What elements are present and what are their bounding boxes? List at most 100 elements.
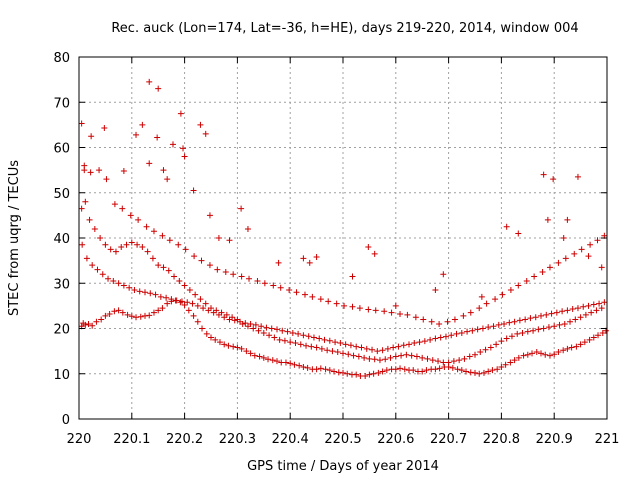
grid-lines <box>79 57 607 419</box>
data-point <box>449 364 456 371</box>
data-point <box>578 246 585 253</box>
data-point <box>325 298 332 305</box>
data-point <box>467 309 474 316</box>
data-point <box>250 325 257 332</box>
data-point <box>258 323 265 330</box>
data-point <box>190 187 197 194</box>
data-point <box>363 345 370 352</box>
data-point <box>271 334 278 341</box>
data-point <box>287 360 294 367</box>
data-point <box>157 293 164 300</box>
data-point <box>166 237 173 244</box>
data-point <box>244 225 251 232</box>
data-point <box>318 345 325 352</box>
data-point <box>451 316 458 323</box>
data-point <box>395 343 402 350</box>
data-point <box>300 255 307 262</box>
data-point <box>191 253 198 260</box>
data-point <box>535 326 542 333</box>
data-point <box>598 305 605 312</box>
data-point <box>548 310 555 317</box>
data-point <box>371 250 378 257</box>
data-point <box>119 309 126 316</box>
data-point <box>131 287 138 294</box>
x-tick-labels: 220 220.1 220.2 220.3 220.4 220.5 220.6 220.7 22… <box>67 432 620 447</box>
data-point <box>404 311 411 318</box>
data-point <box>222 268 229 275</box>
y-tick-label: 50 <box>53 187 70 202</box>
data-point <box>381 308 388 315</box>
data-point <box>305 333 312 340</box>
data-point <box>317 365 324 372</box>
data-point <box>266 332 273 339</box>
x-axis-label: GPS time / Days of year 2014 <box>247 459 439 474</box>
data-point <box>476 305 483 312</box>
data-point <box>128 313 135 320</box>
data-point <box>601 299 608 306</box>
data-point <box>164 176 171 183</box>
data-point <box>263 324 270 331</box>
data-point <box>461 355 468 362</box>
data-point <box>353 371 360 378</box>
data-point <box>115 307 122 314</box>
data-point <box>408 352 415 359</box>
data-point <box>251 352 258 359</box>
data-point <box>539 268 546 275</box>
data-point <box>181 282 188 289</box>
data-point <box>556 321 563 328</box>
data-point <box>255 327 262 334</box>
data-point <box>384 345 391 352</box>
data-point <box>444 318 451 325</box>
data-point <box>247 320 254 327</box>
data-point <box>507 359 514 366</box>
data-point <box>442 333 449 340</box>
data-point <box>388 309 395 316</box>
data-point <box>111 201 118 208</box>
data-point <box>149 255 156 262</box>
data-point <box>511 318 518 325</box>
data-point <box>370 370 377 377</box>
data-point <box>379 347 386 354</box>
data-point <box>256 353 263 360</box>
data-point <box>365 244 372 251</box>
data-point <box>568 344 575 351</box>
data-point <box>485 368 492 375</box>
data-point <box>115 280 122 287</box>
data-point <box>564 307 571 314</box>
data-point <box>246 275 253 282</box>
data-point <box>435 358 442 365</box>
data-point <box>436 365 443 372</box>
data-point <box>522 316 529 323</box>
data-point <box>269 357 276 364</box>
data-point <box>202 130 209 137</box>
data-point <box>206 262 213 269</box>
data-point <box>313 254 320 261</box>
data-point <box>184 299 191 306</box>
data-point <box>321 336 328 343</box>
data-point <box>308 343 315 350</box>
data-point <box>561 320 568 327</box>
data-point <box>555 349 562 356</box>
data-point <box>464 328 471 335</box>
data-point <box>163 294 170 301</box>
data-point <box>397 311 404 318</box>
data-point <box>118 244 125 251</box>
data-point <box>279 327 286 334</box>
data-point <box>514 330 521 337</box>
data-point <box>160 264 167 271</box>
data-point <box>374 348 381 355</box>
data-point <box>533 349 540 356</box>
data-point <box>369 346 376 353</box>
data-point <box>168 296 175 303</box>
data-point <box>194 318 201 325</box>
data-point <box>296 362 303 369</box>
data-point <box>181 153 188 160</box>
data-point <box>208 334 214 341</box>
data-point <box>432 335 439 342</box>
data-point <box>82 321 89 328</box>
data-point <box>309 293 316 300</box>
data-point <box>577 341 584 348</box>
y-tick-label: 0 <box>62 413 70 428</box>
data-point <box>88 133 95 140</box>
